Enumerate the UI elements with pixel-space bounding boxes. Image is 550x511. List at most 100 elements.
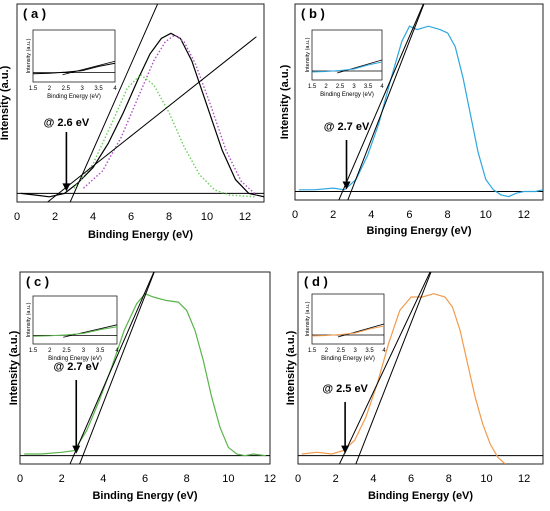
y-axis-label: Intensity (a.u.): [279, 64, 291, 139]
inset-y-axis-label: Intensity (a.u.): [305, 37, 311, 72]
x-tick-label: 0: [17, 473, 23, 485]
inset-y-axis-label: Intensity (a.u.): [26, 38, 32, 73]
inset: 1.5 2 2.5 3 3.5 4 Binding Energy (eV) Intensity…: [26, 295, 119, 362]
inset-x-axis-label: Binding Energy (eV): [47, 94, 101, 100]
tangent-line-2: [46, 36, 257, 202]
inset-frame: [32, 29, 116, 83]
x-tick-label: 4: [368, 209, 374, 221]
inset-x-tick-label: 2: [48, 348, 52, 354]
x-tick-label: 2: [52, 211, 58, 223]
inset-x-tick-label: 4: [380, 84, 384, 90]
y-axis-label: Intensity (a.u.): [8, 330, 20, 405]
inset-tangent: [337, 323, 385, 338]
series-line-3: [73, 73, 255, 198]
y-axis-label: Intensity (a.u.): [285, 330, 297, 405]
tangent-line-1: [69, 272, 155, 464]
x-axis-label: Binding Energy (eV): [368, 490, 473, 502]
x-tick-label: 12: [239, 211, 251, 223]
annotation-label: @ 2.6 eV: [44, 117, 90, 129]
inset-x-tick-label: 2: [325, 348, 329, 354]
plot-area: [20, 272, 270, 464]
x-tick-label: 8: [446, 473, 452, 485]
tangent-line-2: [79, 272, 155, 464]
inset-y-axis-label: Intensity (a.u.): [305, 301, 311, 336]
inset-x-tick-label: 2.5: [336, 84, 345, 90]
inset: 1.5 2 2.5 3 3.5 4 Binding Energy (eV) Intensity…: [26, 29, 117, 100]
x-tick-label: 12: [518, 209, 530, 221]
panel-label: ( d ): [304, 274, 328, 289]
inset-tangent: [63, 324, 118, 338]
inset-tangent: [62, 60, 116, 76]
x-tick-label: 4: [370, 473, 376, 485]
inset-x-tick-label: 4: [115, 348, 119, 354]
plot-area: [17, 4, 264, 202]
x-tick-label: 8: [184, 473, 190, 485]
x-tick-label: 0: [14, 211, 20, 223]
inset-x-tick-label: 1.5: [29, 348, 38, 354]
panel-4: 0 2 4 6 8 10 12 Binding Energy (eV) Intensity (a…: [285, 271, 544, 502]
inset-x-tick-label: 2.5: [62, 86, 71, 92]
y-axis-label: Intensity (a.u.): [0, 65, 11, 140]
x-tick-label: 12: [518, 473, 530, 485]
inset-tangent: [337, 59, 383, 74]
x-tick-label: 10: [201, 211, 213, 223]
panel-3: 0 2 4 6 8 10 12 Binding Energy (eV) Intensity (a…: [8, 271, 276, 502]
inset-frame: [311, 29, 383, 81]
inset-x-tick-label: 2: [324, 84, 328, 90]
x-tick-label: 10: [480, 209, 492, 221]
annotation-arrow-head: [342, 181, 351, 190]
inset-x-axis-label: Binding Energy (eV): [48, 356, 102, 362]
tangent-line-1: [69, 4, 159, 202]
plot-frame: [19, 271, 271, 465]
inset-x-tick-label: 3.5: [365, 348, 374, 354]
x-tick-label: 4: [100, 473, 106, 485]
inset-series-line: [32, 326, 118, 337]
annotation-arrow-head: [72, 445, 81, 454]
plot-frame: [16, 3, 265, 203]
inset: 1.5 2 2.5 3 3.5 4 Binding Energy (eV) Intensity…: [305, 29, 384, 98]
inset-x-tick-label: 3: [352, 84, 356, 90]
series-line-1: [298, 25, 543, 198]
x-tick-label: 0: [295, 473, 301, 485]
tangent-line-2: [347, 4, 425, 200]
tangent-line-1: [339, 272, 431, 464]
panel-label: ( a ): [23, 6, 46, 21]
tangent-line-2: [355, 272, 432, 464]
x-tick-label: 6: [406, 209, 412, 221]
x-tick-label: 6: [128, 211, 134, 223]
x-tick-label: 10: [222, 473, 234, 485]
x-tick-label: 8: [445, 209, 451, 221]
series-line-2: [83, 34, 257, 196]
x-tick-label: 2: [330, 209, 336, 221]
annotation-label: @ 2.5 eV: [322, 383, 368, 395]
inset-x-tick-label: 4: [382, 348, 386, 354]
annotation-arrow-head: [62, 183, 71, 192]
x-tick-label: 2: [333, 473, 339, 485]
x-tick-label: 8: [166, 211, 172, 223]
inset-series-line: [32, 62, 116, 75]
inset-x-tick-label: 2: [48, 86, 52, 92]
x-tick-label: 0: [292, 209, 298, 221]
panel-label: ( b ): [301, 6, 325, 21]
series-line-1: [20, 32, 264, 198]
inset-x-tick-label: 1.5: [308, 348, 317, 354]
x-axis-label: Binding Energy (eV): [88, 229, 193, 241]
inset-x-tick-label: 3.5: [96, 348, 105, 354]
x-tick-label: 6: [408, 473, 414, 485]
inset-x-tick-label: 3: [82, 348, 86, 354]
inset: 1.5 2 2.5 3 3.5 4 Binding Energy (eV) Intensity…: [305, 293, 386, 362]
inset-frame: [311, 293, 385, 345]
tangent-line-1: [338, 4, 424, 200]
annotation-label: @ 2.7 eV: [53, 361, 99, 373]
panel-2: 0 2 4 6 8 10 12 Binging Energy (eV) Intensity (a…: [279, 3, 544, 237]
panel-label: ( c ): [26, 274, 49, 289]
plot-frame: [294, 3, 544, 201]
inset-x-tick-label: 1.5: [29, 86, 38, 92]
inset-x-tick-label: 1.5: [308, 84, 317, 90]
inset-frame: [32, 295, 118, 345]
inset-y-axis-label: Intensity (a.u.): [26, 302, 32, 337]
inset-x-tick-label: 2.5: [62, 348, 71, 354]
annotation-arrow-head: [341, 445, 350, 454]
